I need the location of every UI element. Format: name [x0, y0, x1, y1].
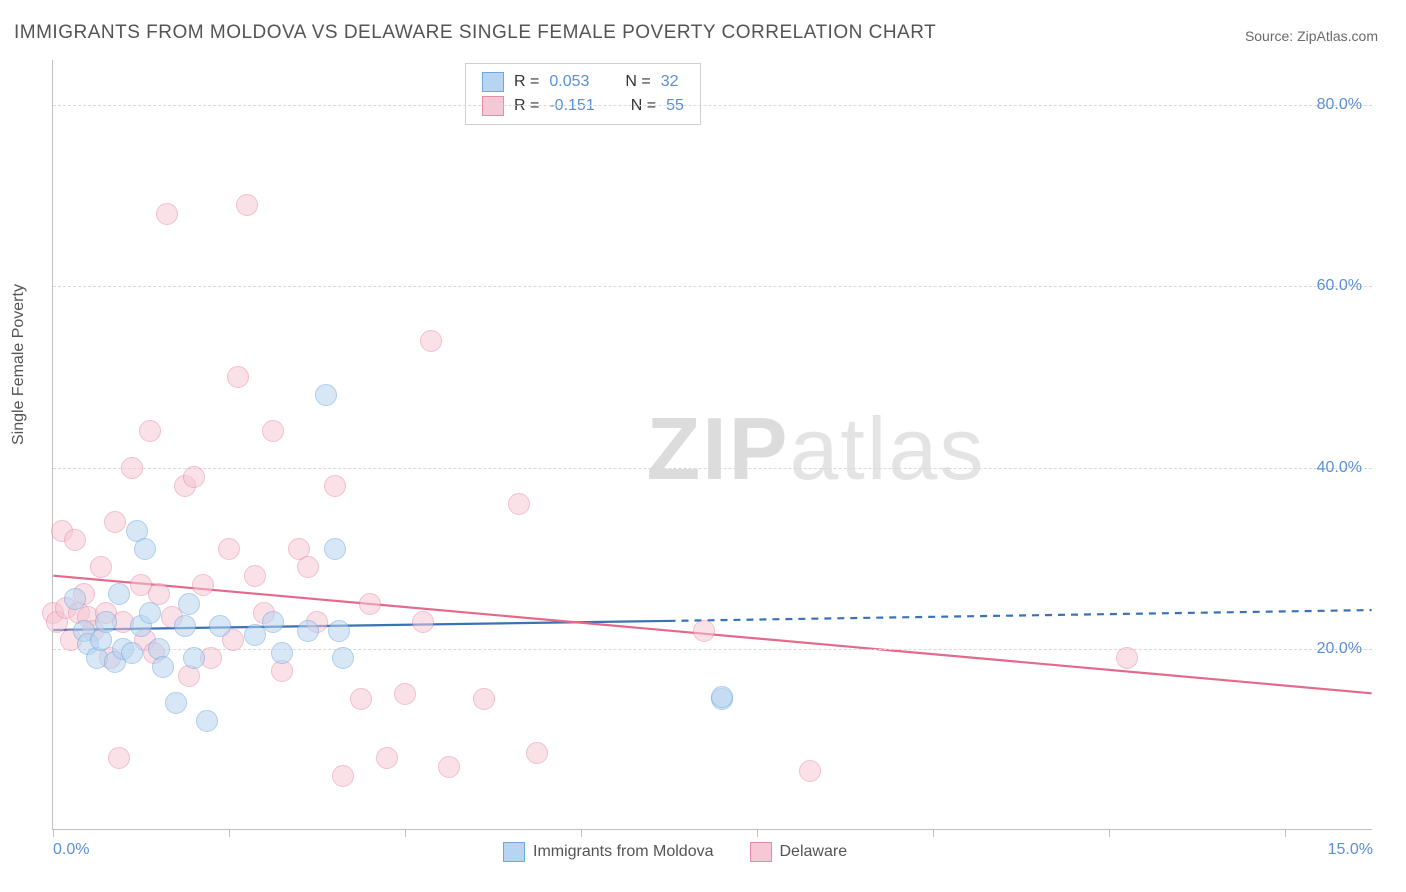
data-point-moldova — [711, 686, 733, 708]
data-point-delaware — [244, 565, 266, 587]
data-point-delaware — [104, 511, 126, 533]
data-point-delaware — [526, 742, 548, 764]
legend-R-label: R = — [514, 73, 539, 91]
data-point-moldova — [152, 656, 174, 678]
data-point-delaware — [412, 611, 434, 633]
data-point-delaware — [799, 760, 821, 782]
x-tick — [405, 829, 406, 837]
watermark-atlas: atlas — [789, 399, 985, 498]
gridline-h — [53, 105, 1372, 106]
data-point-delaware — [394, 683, 416, 705]
legend-swatch-moldova — [482, 72, 504, 92]
data-point-delaware — [218, 538, 240, 560]
data-point-delaware — [121, 457, 143, 479]
data-point-delaware — [227, 366, 249, 388]
data-point-delaware — [236, 194, 258, 216]
x-tick — [53, 829, 54, 837]
y-axis-label: Single Female Poverty — [10, 284, 28, 445]
data-point-delaware — [297, 556, 319, 578]
data-point-moldova — [165, 692, 187, 714]
data-point-moldova — [262, 611, 284, 633]
y-tick-label: 40.0% — [1317, 459, 1362, 477]
legend-R-value-moldova: 0.053 — [549, 73, 589, 91]
data-point-delaware — [359, 593, 381, 615]
y-tick-label: 80.0% — [1317, 96, 1362, 114]
legend-N-value-moldova: 32 — [661, 73, 679, 91]
legend-N-label: N = — [625, 73, 650, 91]
data-point-delaware — [376, 747, 398, 769]
data-point-delaware — [156, 203, 178, 225]
data-point-delaware — [262, 420, 284, 442]
data-point-delaware — [508, 493, 530, 515]
watermark-text: ZIPatlas — [647, 398, 986, 500]
data-point-moldova — [139, 602, 161, 624]
x-tick — [933, 829, 934, 837]
x-tick — [229, 829, 230, 837]
data-point-delaware — [64, 529, 86, 551]
legend-swatch-moldova — [503, 842, 525, 862]
plot-area: ZIPatlas R = 0.053N = 32R = -0.151N = 55… — [52, 60, 1372, 830]
watermark-zip: ZIP — [647, 399, 790, 498]
chart-title: IMMIGRANTS FROM MOLDOVA VS DELAWARE SING… — [14, 22, 936, 44]
legend-series: Immigrants from Moldova Delaware — [503, 842, 847, 862]
data-point-delaware — [183, 466, 205, 488]
data-point-moldova — [64, 588, 86, 610]
data-point-delaware — [693, 620, 715, 642]
y-tick-label: 60.0% — [1317, 277, 1362, 295]
x-tick — [581, 829, 582, 837]
data-point-moldova — [174, 615, 196, 637]
gridline-h — [53, 286, 1372, 287]
data-point-delaware — [108, 747, 130, 769]
x-tick-label: 0.0% — [53, 841, 89, 859]
data-point-moldova — [134, 538, 156, 560]
data-point-delaware — [90, 556, 112, 578]
data-point-moldova — [324, 538, 346, 560]
data-point-moldova — [95, 611, 117, 633]
data-point-moldova — [332, 647, 354, 669]
x-tick — [1285, 829, 1286, 837]
trend-lines-layer — [53, 60, 1372, 829]
data-point-moldova — [196, 710, 218, 732]
gridline-h — [53, 649, 1372, 650]
data-point-moldova — [121, 642, 143, 664]
data-point-delaware — [324, 475, 346, 497]
data-point-delaware — [332, 765, 354, 787]
legend-item-delaware: Delaware — [750, 842, 848, 862]
data-point-moldova — [315, 384, 337, 406]
data-point-delaware — [420, 330, 442, 352]
data-point-moldova — [328, 620, 350, 642]
legend-stats-row-moldova: R = 0.053 N = 32 — [482, 70, 684, 94]
x-tick — [1109, 829, 1110, 837]
data-point-moldova — [271, 642, 293, 664]
legend-item-moldova: Immigrants from Moldova — [503, 842, 714, 862]
source-attribution: Source: ZipAtlas.com — [1245, 28, 1378, 44]
legend-label-delaware: Delaware — [780, 843, 848, 861]
data-point-delaware — [139, 420, 161, 442]
legend-stats: R = 0.053N = 32R = -0.151N = 55 — [465, 63, 701, 125]
data-point-delaware — [438, 756, 460, 778]
data-point-moldova — [178, 593, 200, 615]
data-point-moldova — [209, 615, 231, 637]
data-point-moldova — [108, 583, 130, 605]
gridline-h — [53, 468, 1372, 469]
trend-line-moldova-dashed — [669, 610, 1372, 621]
y-tick-label: 20.0% — [1317, 640, 1362, 658]
x-tick-label: 15.0% — [1328, 841, 1373, 859]
data-point-delaware — [473, 688, 495, 710]
data-point-delaware — [350, 688, 372, 710]
x-tick — [757, 829, 758, 837]
data-point-moldova — [297, 620, 319, 642]
data-point-moldova — [183, 647, 205, 669]
legend-label-moldova: Immigrants from Moldova — [533, 843, 714, 861]
legend-swatch-delaware — [750, 842, 772, 862]
data-point-delaware — [1116, 647, 1138, 669]
